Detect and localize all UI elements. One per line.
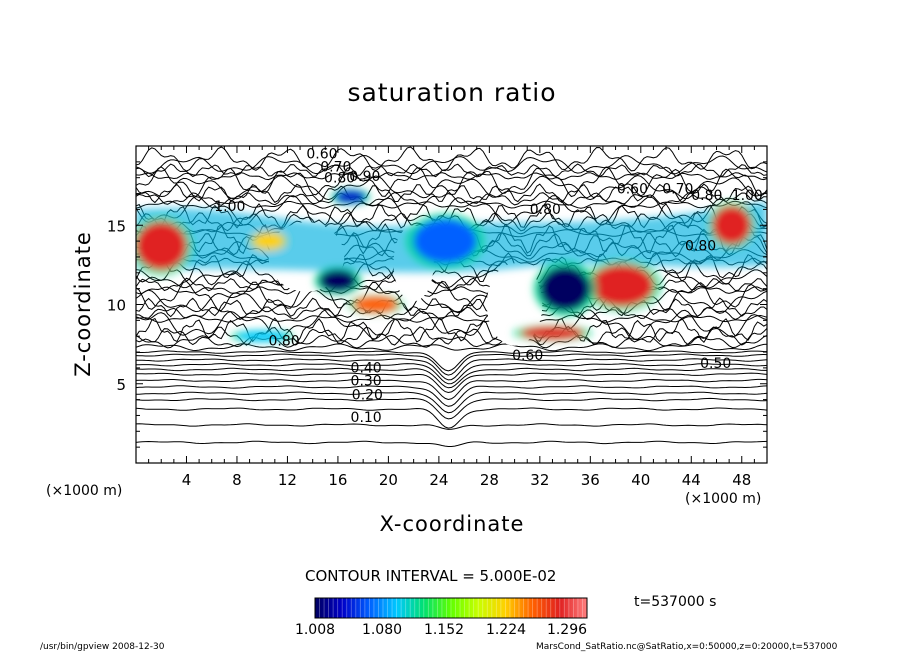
colorbar — [314, 597, 588, 619]
contour-label: 0.80 — [269, 334, 300, 350]
contour-line — [136, 280, 767, 312]
contour-label: 0.80 — [685, 239, 716, 255]
contour-line — [136, 440, 767, 447]
contour-line — [136, 325, 767, 346]
contour-line — [136, 154, 767, 175]
saturated-region — [520, 326, 585, 340]
x-unit-label-left: (×1000 m) — [46, 483, 123, 499]
contour-line — [136, 146, 767, 172]
x-tick-label: 12 — [278, 471, 297, 489]
contour-line — [136, 353, 767, 376]
time-label: t=537000 s — [634, 594, 717, 610]
contour-line — [136, 269, 767, 289]
contour-label: 0.80 — [691, 188, 722, 204]
y-tick-label: 5 — [116, 376, 126, 394]
x-tick-label: 36 — [581, 471, 600, 489]
saturated-region — [712, 206, 751, 245]
saturated-region — [353, 296, 398, 313]
contour-label: 1.00 — [732, 188, 763, 204]
x-tick-label: 48 — [732, 471, 751, 489]
x-tick-label: 24 — [429, 471, 448, 489]
colorbar-tick-label: 1.152 — [423, 622, 465, 638]
contour-line — [136, 385, 767, 407]
saturated-region — [252, 233, 285, 250]
contour-label: 0.90 — [349, 169, 380, 185]
contour-line — [136, 297, 767, 318]
x-tick-label: 8 — [232, 471, 242, 489]
contour-label: 0.80 — [530, 202, 561, 218]
colorbar-tick-label: 1.224 — [485, 622, 527, 638]
x-tick-label: 16 — [328, 471, 347, 489]
contour-line — [136, 183, 767, 204]
colorbar-fill — [315, 598, 587, 618]
contour-line — [136, 343, 767, 352]
chart-title: saturation ratio — [347, 78, 557, 107]
footer-right-text: MarsCond_SatRatio.nc@SatRatio,x=0:50000,… — [536, 642, 838, 652]
contour-line — [136, 166, 767, 198]
saturated-region — [590, 264, 654, 307]
y-axis-label: Z-coordinate — [71, 231, 95, 377]
contour-line — [136, 407, 767, 429]
contour-label: 0.60 — [617, 182, 648, 198]
saturated-region — [413, 218, 477, 264]
colorbar-tick-label: 1.296 — [546, 622, 588, 638]
saturated-region — [334, 190, 367, 204]
contour-interval-label: CONTOUR INTERVAL = 5.000E-02 — [305, 567, 557, 585]
y-tick-label: 10 — [107, 297, 126, 315]
contour-label: 0.20 — [352, 388, 383, 404]
x-tick-label: 32 — [530, 471, 549, 489]
colorbar-frame — [314, 597, 588, 619]
contour-line — [136, 163, 767, 178]
footer-left-text: /usr/bin/gpview 2008-12-30 — [40, 642, 165, 652]
contour-line — [136, 317, 767, 343]
saturated-region — [318, 269, 357, 292]
y-tick-label: 15 — [107, 217, 126, 235]
contour-line — [136, 174, 767, 201]
contour-label: 0.30 — [351, 373, 382, 389]
contour-line — [136, 423, 767, 430]
contour-label: 0.70 — [662, 182, 693, 198]
x-axis-label: X-coordinate — [0, 512, 904, 536]
contour-label: 0.80 — [324, 170, 355, 186]
contour-label: 0.60 — [306, 147, 337, 163]
plot-area: 0.600.700.800.901.000.60 0.700.80 1.000.80… — [136, 146, 767, 447]
contour-label: 0.40 — [351, 361, 382, 377]
contour-line — [136, 350, 767, 372]
x-tick-label: 20 — [379, 471, 398, 489]
x-tick-label: 44 — [682, 471, 701, 489]
contour-label: 0.10 — [351, 410, 382, 426]
saturated-region — [539, 266, 591, 311]
axes-ticks — [136, 146, 767, 463]
contour-line — [136, 306, 767, 320]
contour-line — [136, 367, 767, 389]
contour-line — [136, 334, 767, 349]
colorbar-tick-label: 1.080 — [361, 622, 403, 638]
contour-line — [136, 378, 767, 401]
contour-line — [136, 391, 767, 414]
contour-line — [136, 309, 767, 340]
contour-line — [136, 314, 767, 323]
contour-label: 0.70 — [320, 159, 351, 175]
x-tick-label: 40 — [631, 471, 650, 489]
x-tick-label: 28 — [480, 471, 499, 489]
saturated-regions — [136, 188, 767, 343]
contour-line — [136, 200, 767, 209]
saturated-region — [136, 222, 187, 270]
contour-line — [136, 397, 767, 420]
contour-line — [136, 358, 767, 381]
x-unit-label-right: (×1000 m) — [685, 491, 762, 507]
x-axis-label-text: X-coordinate — [379, 512, 525, 536]
colorbar-tick-label: 1.008 — [294, 622, 336, 638]
contour-line — [136, 363, 767, 385]
contour-line — [136, 372, 767, 394]
contour-label: 0.50 — [700, 356, 731, 372]
contour-label: 0.60 — [512, 348, 543, 364]
unsaturated-gap — [486, 263, 543, 346]
contour-label: 1.00 — [214, 199, 245, 215]
saturated-region — [236, 331, 288, 341]
x-tick-label: 4 — [182, 471, 192, 489]
contour-line — [136, 277, 767, 292]
